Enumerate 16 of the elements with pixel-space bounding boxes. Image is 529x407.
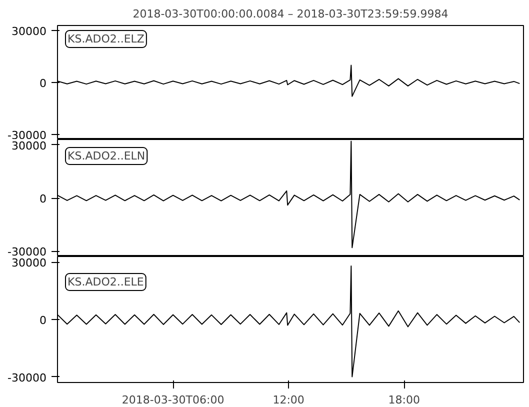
y-tick-label: -30000 [8,128,47,142]
y-tick-label: -30000 [8,246,47,259]
annotation: KS.ADO2..ELE [68,276,144,288]
chart-title: 2018-03-30T00:00:00.0084 – 2018-03-30T23:59:59.9984 [132,8,448,20]
x-tick-label: 2018-03-30T06:00 [122,394,224,406]
y-tick-label: 0 [40,314,46,327]
annotation: KS.ADO2..ELZ [68,32,145,46]
x-tick-label: 12:00 [272,394,304,406]
y-tick-label: 30000 [12,256,47,270]
annotation: KS.ADO2..ELN [68,150,146,162]
y-tick-label: 30000 [12,25,47,38]
y-tick-label: 30000 [12,139,47,152]
y-tick-label: 0 [40,192,46,206]
y-tick-label: 0 [40,77,46,90]
x-tick-label: 18:00 [388,394,420,406]
y-tick-label: -30000 [8,371,47,384]
